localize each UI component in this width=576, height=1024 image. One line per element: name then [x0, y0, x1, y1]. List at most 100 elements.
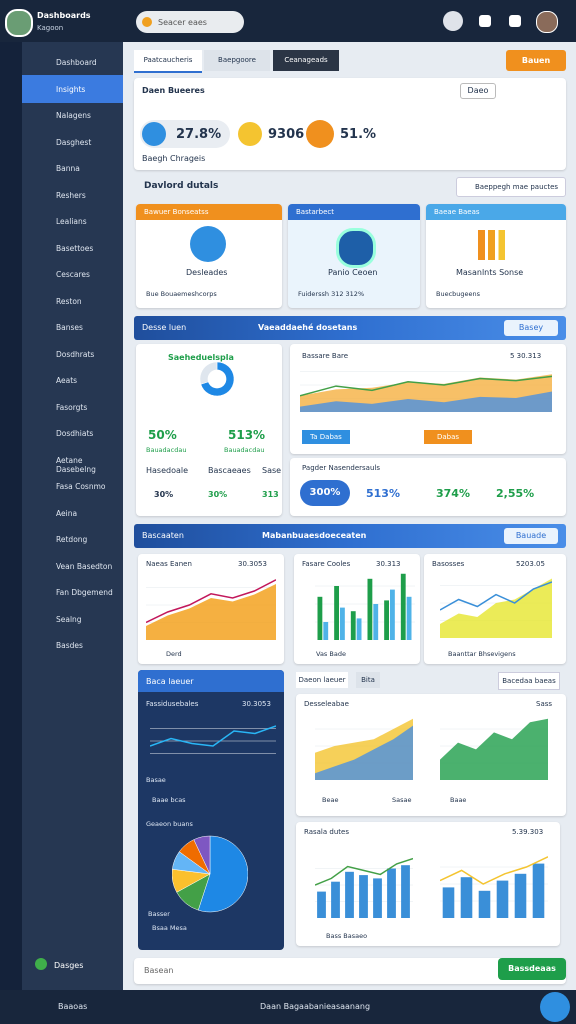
bar: [406, 596, 412, 640]
bar: [390, 589, 395, 640]
sidebar-item[interactable]: Banses: [56, 323, 83, 332]
chart: [150, 725, 276, 754]
card-label: Masanlnts Sonse: [456, 268, 524, 277]
stats-note: Baegh Chrageis: [142, 154, 206, 163]
user-avatar[interactable]: [536, 11, 558, 33]
avatar[interactable]: [5, 9, 33, 37]
card-label: Desleades: [186, 268, 228, 277]
action-button[interactable]: Bauen: [506, 50, 566, 71]
sidebar-item[interactable]: Vean Basedton: [56, 561, 113, 571]
sidebar-item[interactable]: Basettoes: [56, 243, 94, 253]
row-label: Sase: [262, 466, 282, 475]
icon-rail: [0, 42, 22, 990]
sidebar-item[interactable]: Reston: [56, 296, 82, 306]
status-text: Daan Bagaabanieasaanang: [260, 1002, 371, 1011]
kpi: 513%: [228, 428, 266, 442]
sidebar-item[interactable]: Reshers: [56, 190, 86, 200]
panel-title: Rasala dutes: [304, 828, 349, 836]
chart: [315, 718, 413, 780]
panel-title: Basosses: [432, 560, 465, 568]
sidebar-item[interactable]: Dashboard: [56, 58, 97, 67]
kpi-label: Bauadacdau: [146, 446, 187, 454]
sidebar-item[interactable]: Insights: [56, 84, 86, 94]
bar: [532, 863, 545, 918]
shield-icon[interactable]: [479, 15, 491, 27]
row-label: Hasedoale: [146, 466, 189, 475]
chart: [172, 835, 248, 913]
bar: [334, 586, 339, 640]
band-title: Mabanbuaesdoeceaten: [262, 531, 367, 540]
bar: [478, 890, 491, 918]
bar: [496, 880, 509, 918]
tab[interactable]: Daeon laeuer: [296, 672, 348, 688]
donut-hole: [207, 369, 227, 389]
dropdown[interactable]: Baeppegh mae pauctes: [456, 177, 566, 197]
legend: Baae bcas: [152, 796, 186, 804]
metric: 9306: [268, 127, 305, 142]
panel-value: 5203.05: [516, 560, 545, 568]
sidebar-item[interactable]: Cescares: [56, 270, 90, 279]
sidebar-item[interactable]: Aeats: [56, 376, 78, 385]
chip[interactable]: Bita: [356, 672, 380, 688]
bar: [317, 891, 326, 918]
kpi: 2,55%: [496, 487, 535, 500]
sidebar-footer[interactable]: Dasges: [54, 961, 84, 970]
filter[interactable]: Daeo: [460, 83, 496, 99]
section-band: Desse luen Vaeaddaehé dosetans Basey: [134, 316, 566, 340]
sidebar-item[interactable]: Banna: [56, 164, 80, 173]
legend: Sasae: [392, 796, 412, 804]
bar: [373, 878, 382, 918]
tab[interactable]: Paatcaucheris: [134, 50, 202, 73]
sidebar-item[interactable]: Dosdhiats: [56, 429, 94, 438]
button[interactable]: Dabas: [424, 430, 472, 444]
legend: Beae: [322, 796, 339, 804]
panel-title: Naeas Eanen: [146, 560, 192, 568]
profile-icon[interactable]: [443, 11, 463, 31]
sidebar-item[interactable]: Sealng: [56, 614, 82, 624]
sidebar-item[interactable]: Fan Dbgemend: [56, 588, 113, 597]
kpi: 374%: [436, 487, 470, 500]
bar: [359, 875, 368, 918]
legend: Basser: [148, 910, 170, 918]
sidebar-item[interactable]: Nalagens: [56, 111, 91, 120]
sidebar-item[interactable]: Dosdhrats: [56, 349, 95, 359]
send-button[interactable]: Bassdeaas: [498, 958, 566, 980]
sidebar-item[interactable]: Fasorgts: [56, 402, 88, 412]
bar: [323, 622, 329, 640]
metric: 51.%: [340, 127, 377, 142]
bar: [514, 873, 527, 918]
row-value: 30%: [154, 490, 174, 499]
sidebar-item[interactable]: Aeina: [56, 508, 78, 518]
metric-icon: [142, 122, 166, 146]
menu[interactable]: Bacedaa baeas: [498, 672, 560, 690]
row-value: 313: [262, 490, 279, 499]
fab[interactable]: [540, 992, 570, 1022]
search-box[interactable]: Seacer eaes: [136, 11, 244, 33]
chart: [440, 856, 548, 918]
chart: [300, 371, 552, 412]
card-head: Bawuer Bonseatss: [144, 208, 209, 216]
band-button[interactable]: Bauade: [504, 528, 558, 544]
card-head: Baeae Baeas: [434, 208, 480, 216]
chart-title: Bassare Bare: [302, 352, 349, 360]
button[interactable]: Ta Dabas: [302, 430, 350, 444]
tab[interactable]: Ceanageads: [273, 50, 339, 71]
panel-title: Pagder Nasendersauls: [302, 464, 381, 472]
band-button[interactable]: Basey: [504, 320, 558, 336]
sidebar-item[interactable]: Fasa Cosnmo: [56, 482, 106, 491]
chart: [315, 857, 413, 918]
store-icon[interactable]: [509, 15, 521, 27]
chart: [146, 579, 276, 640]
bar: [350, 611, 356, 640]
sidebar-item[interactable]: Retdong: [56, 535, 88, 544]
section-band: Bascaaten Mabanbuaesdoeceaten Bauade: [134, 524, 566, 548]
sidebar-item[interactable]: Basdes: [56, 641, 83, 650]
card-label: Panio Ceoen: [328, 268, 378, 277]
tab[interactable]: Baepgoore: [204, 50, 270, 71]
sidebar-item[interactable]: Dasghest: [56, 137, 92, 147]
input-box[interactable]: Basean: [134, 958, 566, 984]
sidebar-item[interactable]: Aetane Dasebelng: [56, 455, 96, 474]
card-head: Bastarbect: [296, 208, 334, 216]
sidebar-item[interactable]: Lealians: [56, 217, 87, 226]
status-bar: Baaoas Daan Bagaabanieasaanang: [0, 990, 576, 1024]
